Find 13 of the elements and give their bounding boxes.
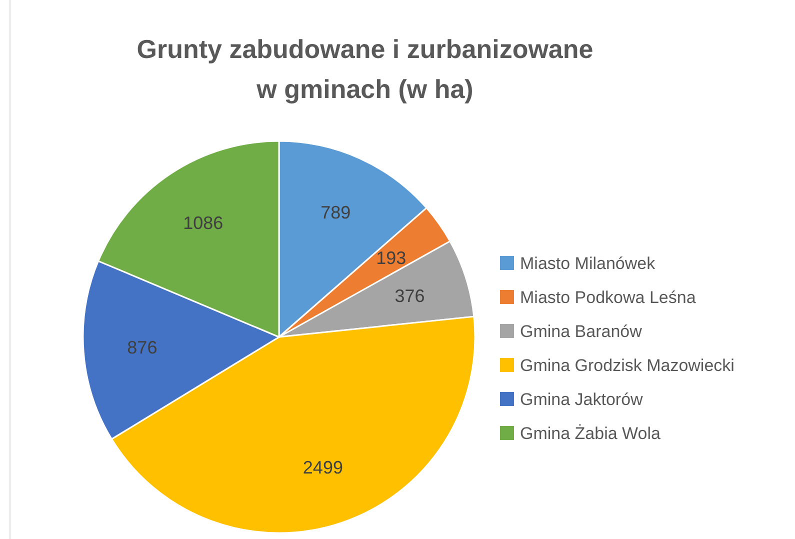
data-label: 876 xyxy=(127,338,158,358)
data-label: 789 xyxy=(320,202,351,222)
legend-label: Miasto Podkowa Leśna xyxy=(520,288,696,307)
legend-label: Gmina Jaktorów xyxy=(520,390,644,409)
data-label: 1086 xyxy=(183,213,224,234)
data-label: 193 xyxy=(376,248,406,268)
legend-label: Gmina Żabia Wola xyxy=(520,424,662,443)
legend-label: Miasto Milanówek xyxy=(520,254,656,273)
chart-title: Grunty zabudowane i zurbanizowane w gminach (w ha) xyxy=(136,34,594,104)
legend-label: Gmina Grodzisk Mazowiecki xyxy=(520,356,734,375)
data-label: 2499 xyxy=(302,457,343,478)
legend-label: Gmina Baranów xyxy=(520,322,643,341)
data-label: 376 xyxy=(394,286,425,306)
